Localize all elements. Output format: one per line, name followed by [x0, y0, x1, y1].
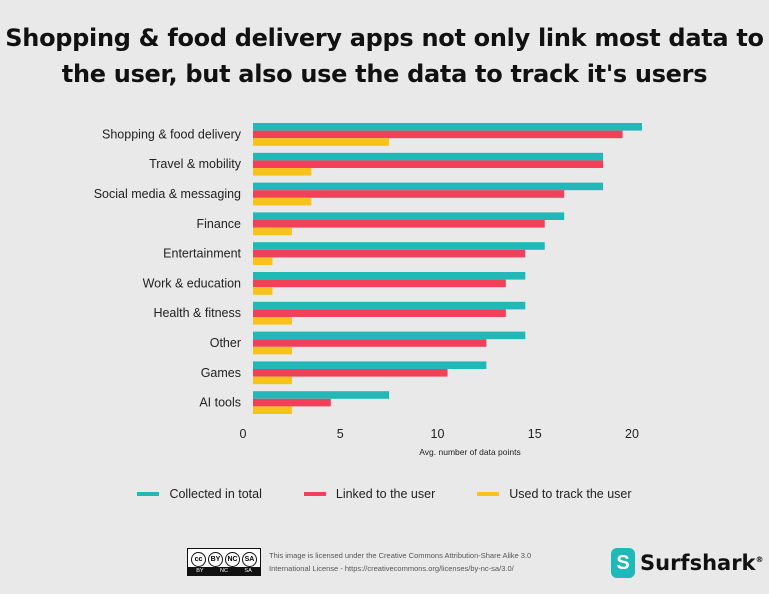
x-axis-label: Avg. number of data points	[419, 447, 520, 457]
registered-mark: ®	[755, 555, 764, 564]
category-label-shopping-food-delivery: Shopping & food delivery	[102, 127, 242, 141]
legend-swatch-tracked	[477, 492, 500, 496]
bar-other-collected-in-total	[253, 331, 526, 340]
bar-health-fitness-linked-to-the-user	[253, 309, 506, 317]
bar-other-linked-to-the-user	[253, 339, 487, 347]
chart-legend: Collected in total Linked to the user Us…	[0, 487, 769, 501]
bar-travel-mobility-used-to-track-the-user	[253, 168, 312, 176]
chart-title: Shopping & food delivery apps not only l…	[5, 24, 764, 88]
brand-name-text: Surfshark	[640, 551, 756, 575]
bar-entertainment-used-to-track-the-user	[253, 257, 273, 265]
bar-finance-collected-in-total	[253, 212, 565, 220]
x-tick-label-5: 5	[337, 427, 344, 441]
category-label-entertainment: Entertainment	[163, 247, 241, 261]
bar-entertainment-linked-to-the-user	[253, 249, 526, 258]
bar-games-used-to-track-the-user	[253, 376, 292, 385]
nc-icon: NC	[225, 551, 240, 567]
bar-travel-mobility-linked-to-the-user	[253, 160, 604, 168]
cc-license-badge[interactable]: cc BY NC SA BY NC SA	[187, 548, 261, 576]
category-label-social-media-messaging: Social media & messaging	[94, 187, 241, 201]
category-label-games: Games	[201, 366, 241, 380]
category-label-ai-tools: AI tools	[199, 396, 241, 410]
x-tick-label-10: 10	[431, 427, 445, 441]
bar-other-used-to-track-the-user	[253, 346, 292, 355]
category-label-finance: Finance	[197, 217, 242, 231]
category-label-health-fitness: Health & fitness	[153, 306, 241, 320]
by-icon: BY	[208, 551, 223, 567]
cc-strip-by: BY	[196, 568, 204, 574]
license-footer: cc BY NC SA BY NC SA This image is licen…	[187, 548, 569, 576]
legend-label-linked: Linked to the user	[335, 487, 436, 501]
brand-name: Surfshark®	[640, 551, 764, 575]
bar-ai-tools-used-to-track-the-user	[253, 406, 292, 414]
cc-badge-strip: BY NC SA	[188, 567, 260, 575]
legend-swatch-collected	[137, 492, 160, 496]
sa-icon: SA	[242, 551, 257, 567]
bar-games-linked-to-the-user	[253, 369, 448, 377]
category-label-travel-mobility: Travel & mobility	[149, 157, 242, 171]
bar-health-fitness-collected-in-total	[253, 301, 526, 310]
bar-health-fitness-used-to-track-the-user	[253, 317, 292, 325]
bar-finance-linked-to-the-user	[253, 220, 545, 228]
x-tick-label-20: 20	[625, 427, 639, 441]
bar-travel-mobility-collected-in-total	[253, 152, 604, 161]
bar-shopping-food-delivery-used-to-track-the-user	[253, 138, 390, 146]
bar-work-education-collected-in-total	[253, 272, 526, 280]
bar-social-media-messaging-used-to-track-the-user	[253, 197, 312, 206]
bar-social-media-messaging-linked-to-the-user	[253, 190, 565, 198]
legend-item-collected: Collected in total	[137, 487, 262, 501]
category-label-work-education: Work & education	[143, 276, 241, 290]
cc-strip-nc: NC	[220, 568, 228, 574]
brand: S Surfshark®	[611, 548, 764, 578]
bar-entertainment-collected-in-total	[253, 242, 545, 250]
license-text: This image is licensed under the Creativ…	[269, 551, 532, 573]
legend-label-collected: Collected in total	[169, 487, 262, 501]
bar-ai-tools-linked-to-the-user	[253, 398, 331, 407]
bar-work-education-linked-to-the-user	[253, 279, 506, 288]
legend-item-linked: Linked to the user	[303, 487, 436, 501]
surfshark-logo-icon: S	[611, 548, 635, 578]
category-label-other: Other	[210, 336, 241, 350]
bar-shopping-food-delivery-collected-in-total	[253, 123, 642, 131]
cc-strip-sa: SA	[244, 568, 252, 574]
x-tick-label-0: 0	[240, 427, 247, 441]
cc-icon: cc	[191, 551, 206, 567]
bar-work-education-used-to-track-the-user	[253, 287, 273, 295]
x-tick-label-15: 15	[528, 427, 542, 441]
bar-finance-used-to-track-the-user	[253, 227, 292, 236]
legend-swatch-linked	[303, 492, 326, 496]
legend-label-tracked: Used to track the user	[509, 487, 632, 501]
bar-social-media-messaging-collected-in-total	[253, 182, 604, 191]
legend-item-tracked: Used to track the user	[477, 487, 632, 501]
bar-ai-tools-collected-in-total	[253, 391, 390, 399]
bar-games-collected-in-total	[253, 361, 487, 369]
bar-shopping-food-delivery-linked-to-the-user	[253, 130, 623, 139]
